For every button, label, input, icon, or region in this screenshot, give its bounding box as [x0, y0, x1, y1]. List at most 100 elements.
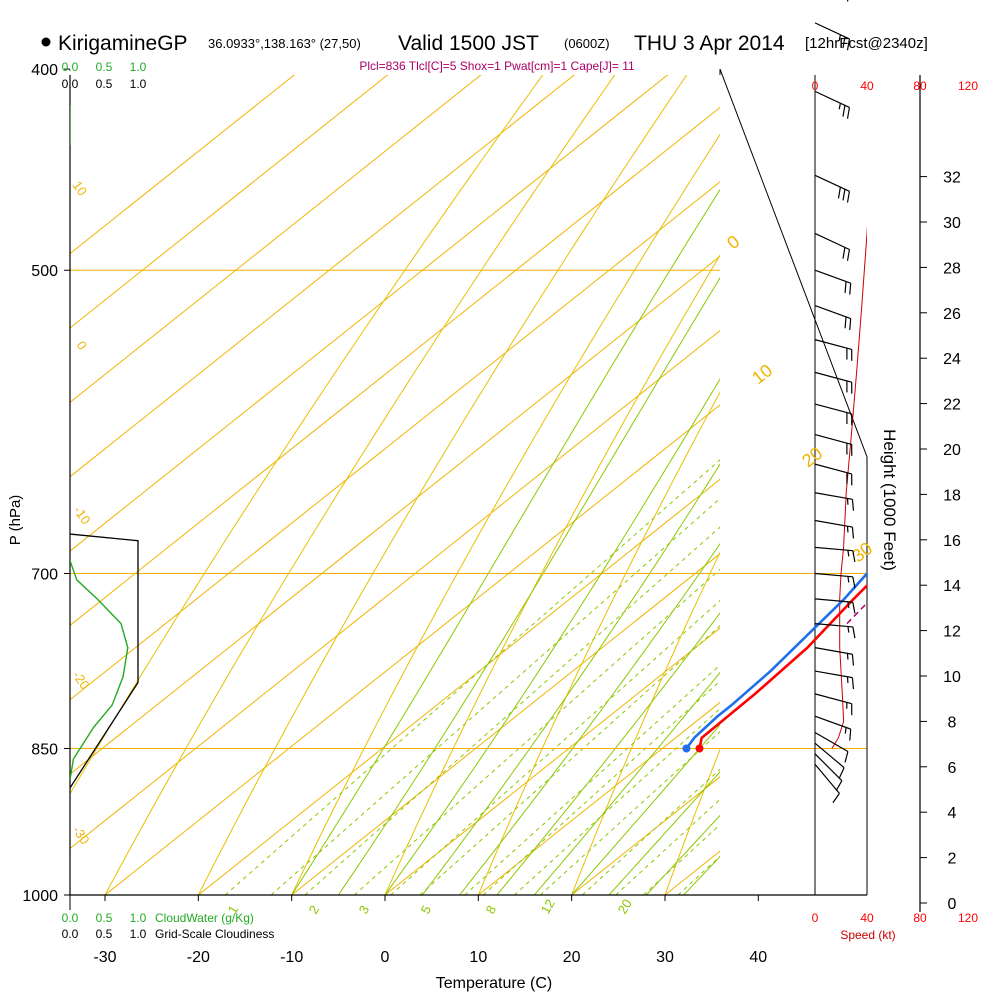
chart-header: KirigamineGP 36.0933°,138.163° (27,50) V… [41, 32, 928, 73]
wind-barb-flag [846, 0, 849, 2]
moist-adiabat-line [533, 671, 720, 895]
cloud-water-tick-top: 0.0 [62, 60, 79, 74]
wind-barb-flag [852, 602, 856, 614]
moist-adiabat-line [608, 771, 720, 895]
y-axis-title: P (hPa) [7, 495, 24, 546]
wind-barb-flag [842, 189, 846, 201]
wind-barb-staff [814, 174, 850, 192]
isotherm-label: 0 [723, 231, 743, 253]
dry-adiabat-line [477, 391, 720, 895]
isotherm-label: 30 [848, 538, 876, 566]
wind-barb-flag [842, 247, 846, 259]
wind-speed-tick-bottom: 120 [958, 911, 978, 925]
wind-barb-flag [846, 191, 851, 203]
wind-barb [814, 492, 855, 511]
wind-barb-flag [849, 283, 852, 295]
mixing-ratio-label: 3 [356, 903, 373, 917]
wind-barb-flag [844, 316, 847, 329]
wind-barb-staff [814, 623, 853, 628]
wind-barb-flag [846, 249, 851, 261]
wind-barb-half-flag [838, 34, 841, 41]
isotherm-line [198, 478, 720, 895]
wind-barb-flag [838, 767, 845, 779]
cloud-water-tick-bottom: 0.0 [62, 911, 79, 925]
pressure-tick-label: 500 [31, 263, 58, 280]
height-tick-label: 28 [943, 260, 961, 277]
mixing-ratio-line [539, 731, 720, 895]
parcel-trace-line [846, 601, 867, 625]
cloudiness-tick-top: 1.0 [130, 77, 147, 91]
theta-label: 0 [74, 338, 90, 353]
wind-speed-tick-bottom: 80 [913, 911, 927, 925]
cloud-water-tick-top: 0.5 [96, 60, 113, 74]
wind-barb [814, 463, 853, 486]
wind-barb-flag [832, 793, 840, 804]
wind-barb-staff [814, 670, 853, 679]
isotherm-line [571, 776, 720, 895]
station-coords: 36.0933°,138.163° (27,50) [208, 36, 361, 51]
pressure-tick-label: 700 [31, 567, 58, 584]
wind-barb [814, 731, 849, 763]
cloudiness-tick-bottom: 1.0 [130, 927, 147, 941]
cloudiness-tick-top: 0.5 [96, 77, 113, 91]
mixing-ratio-label: 12 [538, 896, 558, 916]
sounding-indices: Plcl=836 Tlcl[C]=5 Shox=1 Pwat[cm]=1 Cap… [359, 59, 635, 73]
wind-barb [814, 670, 855, 690]
wind-barb-staff [814, 305, 851, 320]
height-tick-label: 30 [943, 215, 961, 232]
wind-barb [814, 22, 851, 51]
pressure-tick-label: 400 [31, 62, 58, 79]
theta-label: -10 [71, 503, 94, 527]
surface-dewpoint-point [682, 744, 691, 753]
dewpoint-line [685, 571, 867, 750]
wind-barb-flag [851, 654, 855, 666]
wind-barb-flag [842, 36, 846, 49]
wind-barb [814, 371, 853, 394]
cloudiness-layer [70, 533, 139, 789]
isotherm-line [758, 0, 1000, 895]
wind-barb [814, 403, 853, 426]
wind-speed-tick-top: 0 [812, 79, 819, 93]
mixing-ratio-line [643, 824, 720, 895]
wind-barb-flag [849, 318, 852, 331]
height-tick-label: 12 [943, 624, 961, 641]
wind-barb-flag [837, 187, 841, 199]
wind-barb-flag [842, 105, 846, 117]
isotherm-line [852, 0, 1000, 895]
temperature-tick-label: 20 [563, 949, 581, 966]
theta-label: 10 [70, 178, 91, 198]
isotherm-line [384, 627, 720, 895]
wind-barb [814, 339, 853, 361]
cloudiness-tick-bottom: 0.0 [62, 927, 79, 941]
wind-barb-staff [814, 403, 852, 415]
temperature-tick-label: 10 [469, 949, 487, 966]
isotherm-line [70, 75, 295, 255]
wind-barb-staff [814, 598, 853, 603]
temperature-tick-label: 40 [749, 949, 767, 966]
cloudiness-tick-top: 0.0 [62, 77, 79, 91]
mixing-ratio-line [224, 459, 720, 895]
wind-barb [814, 598, 856, 614]
temperature-line [698, 583, 867, 749]
wind-barb [814, 433, 853, 456]
wind-barb [814, 763, 840, 804]
dry-adiabat-line [197, 75, 688, 895]
wind-barb-staff [814, 731, 849, 752]
wind-barb-half-flag [847, 601, 850, 608]
valid-time: Valid 1500 JST [398, 32, 539, 55]
wind-barb [814, 623, 856, 639]
wind-speed-axis-title: Speed (kt) [840, 928, 895, 942]
wind-speed-line [831, 225, 867, 749]
wind-barb-staff [814, 463, 852, 475]
height-tick-label: 26 [943, 306, 961, 323]
wind-barb-staff [814, 519, 853, 528]
pressure-tick-label: 850 [31, 742, 58, 759]
wind-barb-flag [844, 281, 847, 293]
height-tick-label: 22 [943, 397, 961, 414]
wind-barb-staff [814, 742, 845, 769]
wind-barb-flag [852, 626, 856, 639]
height-tick-label: 16 [943, 533, 961, 550]
wind-barb [814, 742, 845, 779]
mixing-ratio-label: 8 [483, 903, 500, 917]
mixing-ratio-line [581, 768, 720, 895]
